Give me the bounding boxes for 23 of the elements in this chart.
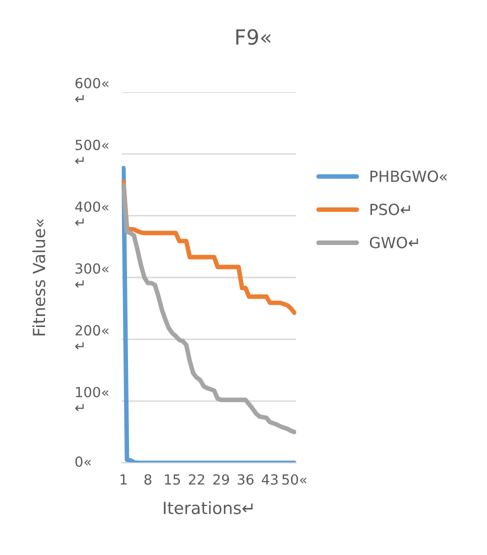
x-tick-label: 8 — [144, 474, 152, 485]
x-tick-label: 22 — [188, 474, 204, 485]
x-tick-label: 1 — [120, 474, 127, 485]
legend-label: PHBGWO« — [370, 170, 447, 182]
legend-label: GWO↵ — [370, 236, 418, 248]
line-series — [122, 182, 296, 434]
x-tick-label: 15 — [165, 474, 180, 485]
legend-label: PSO↵ — [370, 204, 410, 216]
x-axis-title: Iterations↵ — [164, 501, 253, 514]
y-tick-label: 200« ↵ — [75, 325, 108, 350]
x-tick-label: 29 — [213, 474, 229, 485]
y-tick-label: 100« ↵ — [75, 386, 108, 412]
x-tick-label: 43 — [262, 474, 278, 485]
line-series — [122, 166, 296, 463]
y-tick-label: 300« ↵ — [75, 263, 108, 288]
y-tick-label: 400« ↵ — [75, 201, 108, 226]
y-tick-label: 0« — [75, 456, 91, 467]
y-tick-label: 600« ↵ — [75, 78, 108, 102]
chart-title: F9« — [236, 29, 270, 45]
y-axis-title: Fitness Value« — [32, 220, 46, 336]
y-tick-label: 500« ↵ — [75, 140, 108, 164]
x-tick-label: 50« — [282, 474, 306, 485]
x-tick-label: 36 — [238, 474, 254, 485]
